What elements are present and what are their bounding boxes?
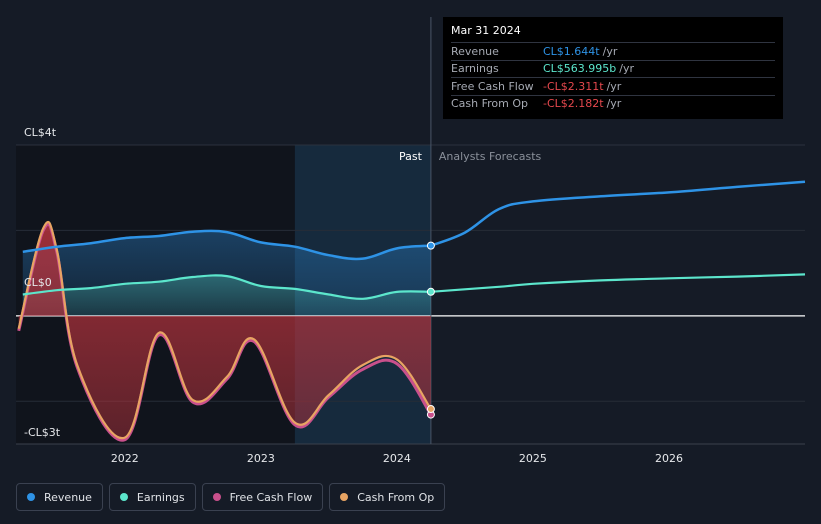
tooltip-unit: /yr xyxy=(619,62,635,76)
tooltip-row-earnings: Earnings CL$563.995b /yr xyxy=(451,59,775,78)
tooltip-label: Earnings xyxy=(451,62,499,76)
x-tick-label: 2026 xyxy=(655,452,683,465)
tooltip-date: Mar 31 2024 xyxy=(451,24,521,37)
legend-label: Free Cash Flow xyxy=(229,490,313,504)
revenue-marker xyxy=(426,241,435,250)
tooltip-label: Cash From Op xyxy=(451,97,529,111)
legend: Revenue Earnings Free Cash Flow Cash Fro… xyxy=(16,483,446,511)
tooltip-value: CL$563.995b xyxy=(543,62,617,76)
tooltip-row-cash-from-op: Cash From Op -CL$2.182t /yr xyxy=(451,94,775,113)
tooltip-unit: /yr xyxy=(606,97,622,111)
earnings-marker xyxy=(426,287,435,296)
earnings-line xyxy=(22,274,431,300)
tooltip: Mar 31 2024 Revenue CL$1.644t /yr Earnin… xyxy=(443,17,783,119)
cash-from-op-line xyxy=(17,221,432,440)
legend-item-revenue[interactable]: Revenue xyxy=(16,483,103,511)
legend-item-cash-from-op[interactable]: Cash From Op xyxy=(329,483,446,511)
legend-dot-icon xyxy=(340,493,349,501)
x-tick-label: 2022 xyxy=(111,452,139,465)
forecast-label: Analysts Forecasts xyxy=(439,150,542,163)
tooltip-value: CL$1.644t xyxy=(543,44,600,58)
tooltip-row-free-cash-flow: Free Cash Flow -CL$2.311t /yr xyxy=(451,77,775,95)
legend-dot-icon xyxy=(27,493,35,501)
legend-label: Revenue xyxy=(44,490,92,504)
tooltip-value: -CL$2.182t xyxy=(543,97,604,111)
tooltip-row-revenue: Revenue CL$1.644t /yr xyxy=(451,42,775,60)
tooltip-unit: /yr xyxy=(602,44,618,58)
legend-dot-icon xyxy=(212,493,221,501)
legend-item-earnings[interactable]: Earnings xyxy=(108,483,196,511)
y-tick-label: -CL$3t xyxy=(24,426,61,439)
y-tick-label: CL$4t xyxy=(24,126,57,139)
x-tick-label: 2024 xyxy=(383,452,411,465)
y-tick-label: CL$0 xyxy=(24,276,52,289)
tooltip-value: -CL$2.311t xyxy=(543,79,604,93)
tooltip-label: Free Cash Flow xyxy=(451,79,534,93)
legend-label: Earnings xyxy=(136,490,185,504)
revenue-forecast-line xyxy=(430,180,806,247)
earnings-area xyxy=(22,275,431,316)
x-tick-label: 2025 xyxy=(519,452,547,465)
legend-item-free-cash-flow[interactable]: Free Cash Flow xyxy=(201,483,324,511)
x-tick-label: 2023 xyxy=(247,452,275,465)
past-label: Past xyxy=(399,150,423,163)
earnings-forecast-line xyxy=(430,273,806,293)
tooltip-label: Revenue xyxy=(451,44,499,58)
tooltip-unit: /yr xyxy=(606,79,622,93)
cash-from-op-marker xyxy=(426,405,435,414)
cash-flow-area xyxy=(18,221,431,439)
revenue-line xyxy=(22,229,432,261)
legend-label: Cash From Op xyxy=(357,490,435,504)
legend-dot-icon xyxy=(119,493,128,501)
